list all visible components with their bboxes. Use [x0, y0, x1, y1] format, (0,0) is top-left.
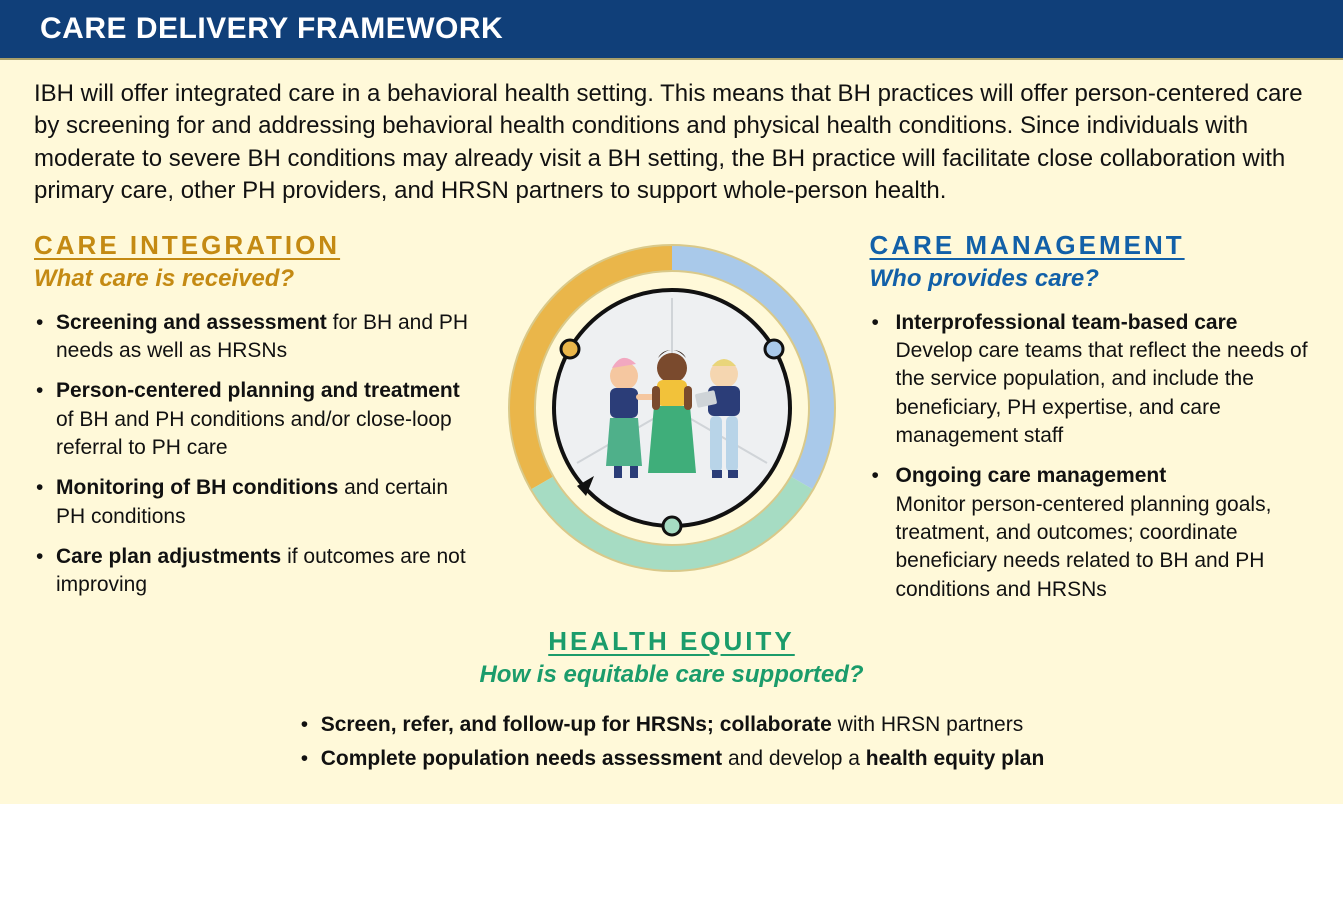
page-title: CARE DELIVERY FRAMEWORK — [40, 12, 503, 45]
health-equity-subtitle: How is equitable care supported? — [34, 661, 1309, 689]
item-rest: and develop a — [722, 747, 866, 770]
list-item: Care plan adjustments if outcomes are no… — [34, 543, 474, 600]
care-integration-section: CARE INTEGRATION What care is received? … — [34, 230, 474, 612]
item-bold: Screening and assessment — [56, 311, 327, 334]
item-detail: Develop care teams that reflect the need… — [896, 337, 1310, 450]
item-bold: Ongoing care management — [896, 464, 1167, 487]
care-integration-subtitle: What care is received? — [34, 265, 474, 293]
item-rest: of BH and PH conditions and/or close-loo… — [56, 408, 452, 459]
care-management-section: CARE MANAGEMENT Who provides care? Inter… — [870, 230, 1310, 616]
care-management-subtitle: Who provides care? — [870, 265, 1310, 293]
list-item: Monitoring of BH conditions and certain … — [34, 474, 474, 531]
item-bold: Screen, refer, and follow-up for HRSNs; … — [321, 713, 832, 736]
care-management-list: Interprofessional team-based care Develo… — [870, 309, 1310, 604]
item-rest: with HRSN partners — [832, 713, 1023, 736]
list-item: Person-centered planning and treatment o… — [34, 377, 474, 462]
item-bold: Care plan adjustments — [56, 545, 281, 568]
item-bold2: health equity plan — [866, 747, 1045, 770]
list-item: Complete population needs assessment and… — [299, 745, 1045, 773]
care-integration-title: CARE INTEGRATION — [34, 230, 474, 261]
item-bold: Interprofessional team-based care — [896, 311, 1238, 334]
list-item: Screen, refer, and follow-up for HRSNs; … — [299, 711, 1045, 739]
health-equity-title: HEALTH EQUITY — [34, 626, 1309, 657]
list-item: Screening and assessment for BH and PH n… — [34, 309, 474, 366]
list-item: Interprofessional team-based care Develo… — [870, 309, 1310, 451]
care-integration-list: Screening and assessment for BH and PH n… — [34, 309, 474, 600]
header-bar: CARE DELIVERY FRAMEWORK — [0, 0, 1343, 58]
diagram-column — [492, 230, 852, 578]
care-management-title: CARE MANAGEMENT — [870, 230, 1310, 261]
intro-paragraph: IBH will offer integrated care in a beha… — [34, 78, 1309, 208]
item-bold: Person-centered planning and treatment — [56, 379, 460, 402]
item-bold: Monitoring of BH conditions — [56, 476, 338, 499]
list-item: Ongoing care management Monitor person-c… — [870, 462, 1310, 604]
item-bold: Complete population needs assessment — [321, 747, 722, 770]
item-detail: Monitor person-centered planning goals, … — [896, 491, 1310, 604]
body-area: IBH will offer integrated care in a beha… — [0, 58, 1343, 804]
columns: CARE INTEGRATION What care is received? … — [34, 230, 1309, 616]
health-equity-list: Screen, refer, and follow-up for HRSNs; … — [299, 711, 1045, 780]
health-equity-section: HEALTH EQUITY How is equitable care supp… — [34, 626, 1309, 780]
care-circle-diagram — [502, 238, 842, 578]
